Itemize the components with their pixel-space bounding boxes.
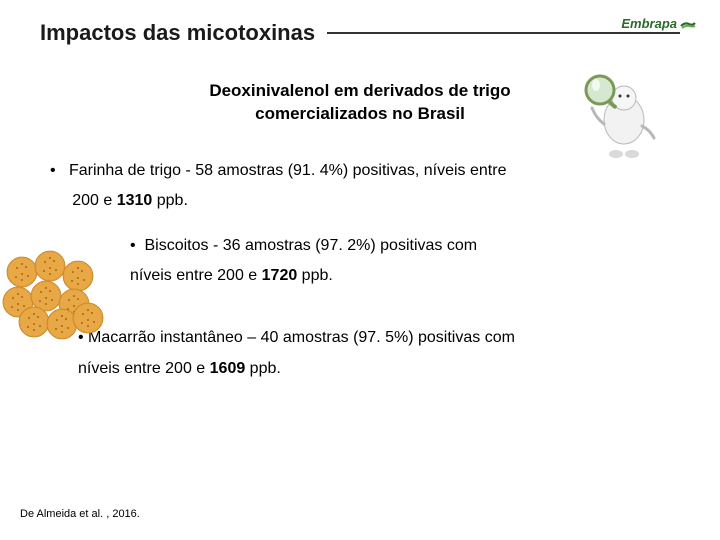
header: Impactos das micotoxinas (40, 20, 680, 46)
subtitle-line-1: Deoxinivalenol em derivados de trigo (209, 81, 510, 100)
bullet-macarrao: • Macarrão instantâneo – 40 amostras (97… (78, 323, 670, 384)
bullet-biscoitos: • Biscoitos - 36 amostras (97. 2%) posit… (130, 231, 670, 292)
bullet-biscoitos-text-2b: ppb. (297, 267, 333, 284)
bullet-farinha-bold: 1310 (117, 192, 153, 209)
bullet-macarrao-text-2a: níveis entre 200 e (78, 360, 210, 377)
bullet-biscoitos-text-1: Biscoitos - 36 amostras (97. 2%) positiv… (145, 237, 478, 254)
bullet-farinha: • Farinha de trigo - 58 amostras (91. 4%… (50, 156, 670, 217)
subtitle-line-2: comercializados no Brasil (255, 104, 465, 123)
content: • Farinha de trigo - 58 amostras (91. 4%… (40, 156, 680, 384)
title-divider (327, 32, 680, 34)
subtitle: Deoxinivalenol em derivados de trigo com… (136, 80, 584, 126)
bullet-biscoitos-text-2a: níveis entre 200 e (130, 267, 262, 284)
brand-logo-text: Embrapa (621, 16, 677, 31)
brand-logo-mark (680, 17, 696, 31)
mascot-icon (582, 72, 660, 162)
bullet-macarrao-text-1: Macarrão instantâneo – 40 amostras (97. … (88, 329, 515, 346)
slide: Embrapa Impactos das micotoxinas Deox (0, 0, 720, 540)
brand-logo: Embrapa (621, 16, 696, 31)
bullet-biscoitos-bold: 1720 (262, 267, 298, 284)
bullet-farinha-text-1: Farinha de trigo - 58 amostras (91. 4%) … (69, 162, 507, 179)
bullet-farinha-text-2a: 200 e (72, 192, 116, 209)
bullet-macarrao-bold: 1609 (210, 360, 246, 377)
bullet-farinha-text-2b: ppb. (152, 192, 188, 209)
crackers-image (0, 248, 104, 340)
page-title: Impactos das micotoxinas (40, 20, 315, 46)
bullet-macarrao-text-2b: ppb. (245, 360, 281, 377)
citation: De Almeida et al. , 2016. (20, 508, 140, 520)
